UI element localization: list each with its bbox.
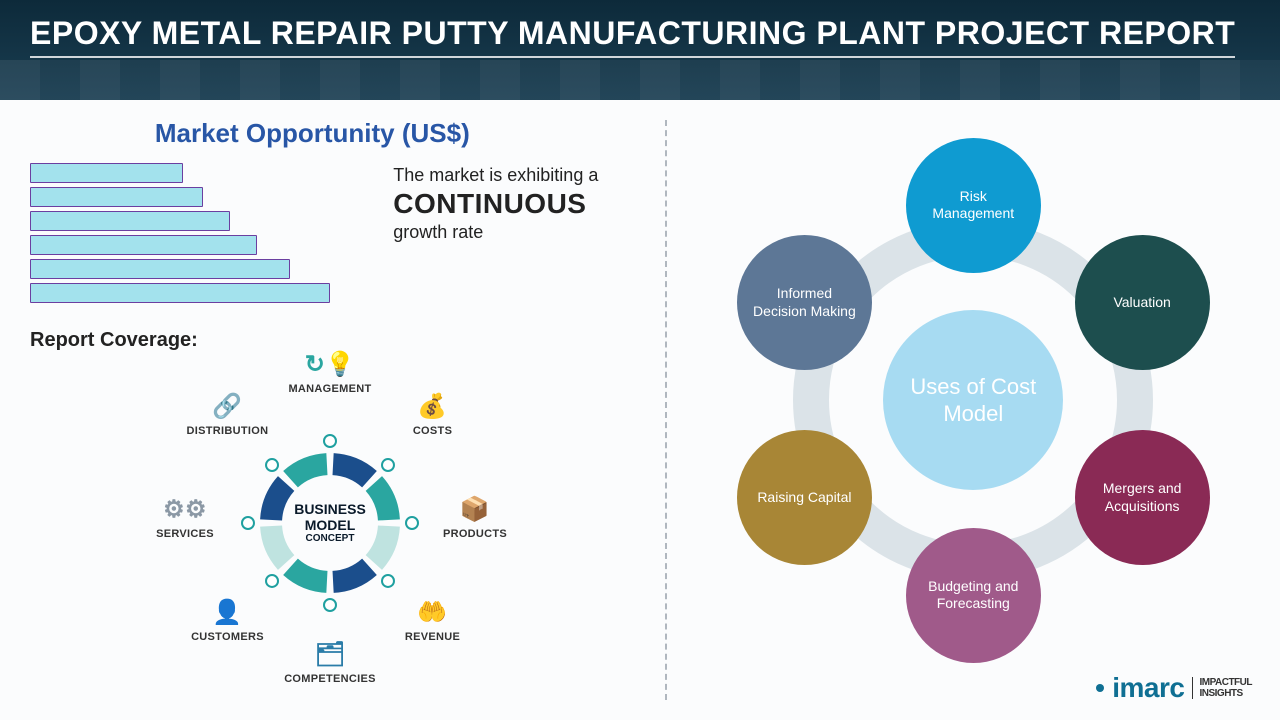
bm-item-costs: 💰COSTS [378,392,488,437]
page-title: EPOXY METAL REPAIR PUTTY MANUFACTURING P… [30,15,1235,58]
header: EPOXY METAL REPAIR PUTTY MANUFACTURING P… [0,0,1280,100]
cost-node-ma: Mergers and Acquisitions [1075,430,1210,565]
management-icon: ↻💡 [275,350,385,379]
cost-node-informed: Informed Decision Making [737,235,872,370]
brand-dot-icon [1096,684,1104,692]
cost-model-center: Uses of Cost Model [883,310,1063,490]
growth-text: The market is exhibiting a CONTINUOUS gr… [393,163,634,243]
growth-line2: CONTINUOUS [393,188,634,220]
bm-item-customers: 👤CUSTOMERS [172,598,282,643]
bar-3 [30,235,257,255]
brand-name: imarc [1112,672,1184,704]
services-icon: ⚙⚙ [130,495,240,524]
bar-2 [30,211,230,231]
costs-icon: 💰 [378,392,488,421]
cost-node-capital: Raising Capital [737,430,872,565]
bar-1 [30,187,203,207]
market-opportunity-title: Market Opportunity (US$) [0,118,635,149]
growth-line3: growth rate [393,222,634,243]
bm-item-distribution: 🔗DISTRIBUTION [172,392,282,437]
market-opportunity-row: The market is exhibiting a CONTINUOUS gr… [30,163,635,307]
left-panel: Market Opportunity (US$) The market is e… [0,100,665,720]
cost-node-valuation: Valuation [1075,235,1210,370]
bm-item-management: ↻💡MANAGEMENT [275,350,385,395]
cost-node-risk: Risk Management [906,138,1041,273]
business-model-center-label: BUSINESS MODEL CONCEPT [294,501,366,545]
growth-line1: The market is exhibiting a [393,165,634,186]
header-skyline-decoration [0,60,1280,100]
market-opportunity-barchart [30,163,363,307]
bm-item-services: ⚙⚙SERVICES [130,495,240,540]
bar-5 [30,283,330,303]
bar-4 [30,259,290,279]
brand-tagline: IMPACTFUL INSIGHTS [1192,677,1252,699]
customers-icon: 👤 [172,598,282,627]
cost-model-diagram: Uses of Cost Model Risk Management Valuat… [693,120,1253,680]
distribution-icon: 🔗 [172,392,282,421]
revenue-icon: 🤲 [378,598,488,627]
report-coverage-title: Report Coverage: [30,329,635,352]
products-icon: 📦 [420,495,530,524]
content-area: Market Opportunity (US$) The market is e… [0,100,1280,720]
competencies-icon: 🗂 [275,640,385,669]
bm-item-revenue: 🤲REVENUE [378,598,488,643]
business-model-diagram: BUSINESS MODEL CONCEPT ↻💡MANAGEMENT💰COST… [100,358,560,688]
right-panel: Uses of Cost Model Risk Management Valuat… [667,100,1280,720]
bar-0 [30,163,183,183]
bm-item-products: 📦PRODUCTS [420,495,530,540]
bm-item-competencies: 🗂COMPETENCIES [275,640,385,685]
cost-node-budget: Budgeting and Forecasting [906,528,1041,663]
brand-logo: imarc IMPACTFUL INSIGHTS [1096,672,1252,704]
